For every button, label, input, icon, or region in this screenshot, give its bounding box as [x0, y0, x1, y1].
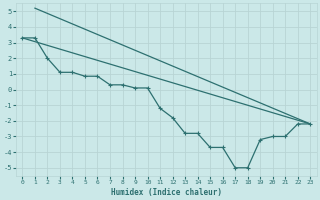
X-axis label: Humidex (Indice chaleur): Humidex (Indice chaleur) [111, 188, 222, 197]
